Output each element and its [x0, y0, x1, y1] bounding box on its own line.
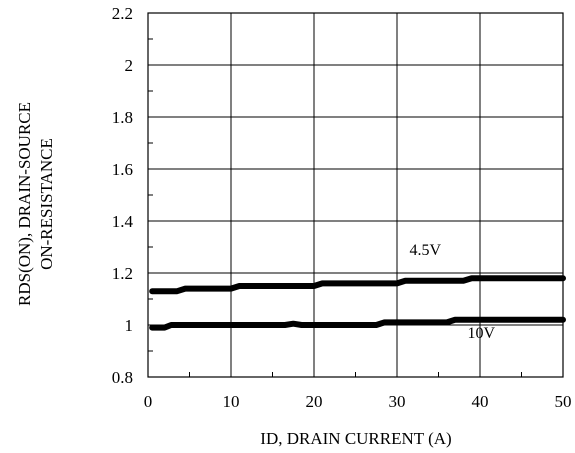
y-tick-labels: 0.8 1 1.2 1.4 1.6 1.8 2 2.2	[112, 4, 134, 387]
x-tick-label: 20	[306, 392, 323, 411]
y-tick-label: 0.8	[112, 368, 133, 387]
y-axis-title-line-2: ON-RESISTANCE	[37, 138, 56, 270]
y-axis-title-line-1: RDS(ON), DRAIN-SOURCE	[15, 102, 34, 306]
y-tick-label: 1.2	[112, 264, 133, 283]
series-labels: 4.5V 10V	[409, 242, 495, 342]
series-label: 4.5V	[409, 242, 441, 259]
y-tick-label: 1.4	[112, 212, 134, 231]
series-label: 10V	[468, 325, 496, 342]
x-tick-label: 10	[223, 392, 240, 411]
series-line	[149, 316, 566, 331]
y-tick-label: 2.2	[112, 4, 133, 23]
minor-ticks	[148, 38, 522, 377]
x-tick-label: 50	[555, 392, 572, 411]
series-lines	[149, 275, 566, 331]
series-line	[149, 275, 566, 295]
x-tick-labels: 0 10 20 30 40 50	[144, 392, 572, 411]
x-axis-title: ID, DRAIN CURRENT (A)	[260, 429, 451, 448]
y-tick-label: 1	[125, 316, 134, 335]
y-tick-label: 1.6	[112, 160, 133, 179]
y-tick-label: 1.8	[112, 108, 133, 127]
y-axis-title: RDS(ON), DRAIN-SOURCE ON-RESISTANCE	[15, 102, 56, 306]
x-tick-label: 40	[472, 392, 489, 411]
x-tick-label: 30	[389, 392, 406, 411]
y-tick-label: 2	[125, 56, 134, 75]
x-tick-label: 0	[144, 392, 153, 411]
